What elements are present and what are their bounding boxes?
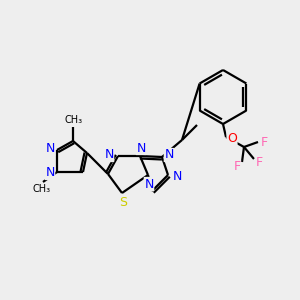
Text: F: F [260,136,268,148]
Text: N: N [144,178,154,190]
Text: N: N [172,169,182,182]
Text: S: S [119,196,127,208]
Text: CH₃: CH₃ [33,184,51,194]
Text: N: N [45,167,55,179]
Text: N: N [45,142,55,155]
Text: N: N [104,148,114,161]
Text: CH₃: CH₃ [65,115,83,125]
Text: O: O [227,133,237,146]
Text: F: F [233,160,241,173]
Text: N: N [164,148,174,161]
Text: F: F [255,157,262,169]
Text: N: N [136,142,146,154]
